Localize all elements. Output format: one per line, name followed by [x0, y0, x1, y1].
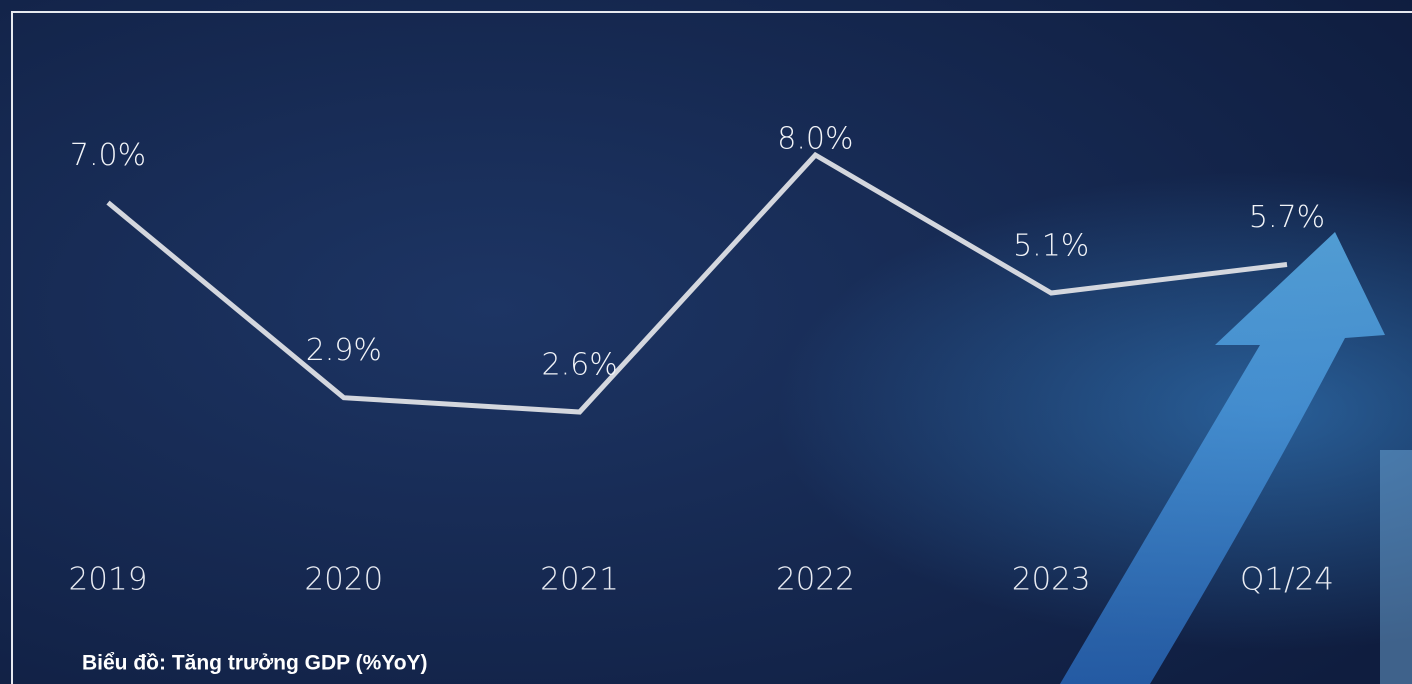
decor-arrow: [1060, 232, 1385, 684]
frame: [11, 11, 1412, 684]
x-tick-label: 2023: [1012, 562, 1091, 598]
line: [106, 151, 1288, 415]
value-label: 2.6%: [541, 348, 617, 383]
x-tick-label: 2022: [776, 562, 855, 598]
decor-bar: [1380, 450, 1412, 684]
value-label: 8.0%: [777, 122, 853, 157]
value-label: 5.1%: [1013, 229, 1089, 264]
x-tick-label: 2020: [304, 562, 383, 598]
value-label: 2.9%: [306, 333, 382, 368]
x-tick-label: 2021: [540, 562, 619, 598]
chart-caption: Biểu đồ: Tăng trưởng GDP (%YoY): [82, 652, 428, 675]
value-label: 5.7%: [1249, 200, 1325, 235]
x-tick-label: 2019: [69, 562, 148, 598]
x-tick-label: Q1/24: [1240, 562, 1334, 598]
value-label: 7.0%: [70, 138, 146, 173]
